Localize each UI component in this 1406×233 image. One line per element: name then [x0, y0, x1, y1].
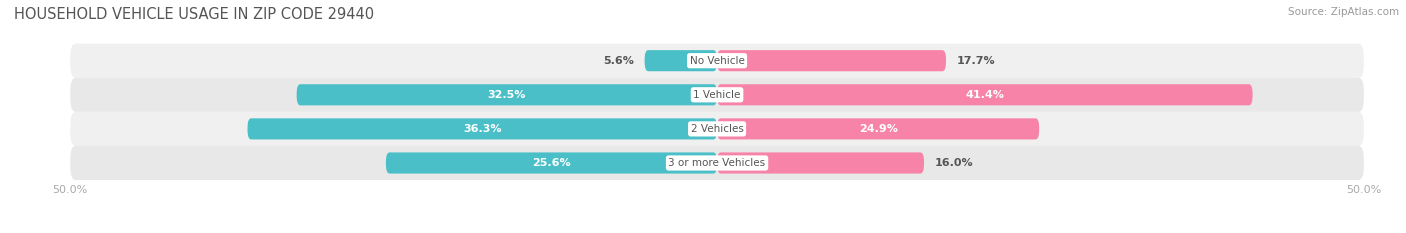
FancyBboxPatch shape	[644, 50, 717, 71]
FancyBboxPatch shape	[70, 44, 1364, 78]
FancyBboxPatch shape	[70, 78, 1364, 112]
Text: No Vehicle: No Vehicle	[689, 56, 745, 66]
FancyBboxPatch shape	[70, 146, 1364, 180]
Text: 17.7%: 17.7%	[956, 56, 995, 66]
FancyBboxPatch shape	[717, 50, 946, 71]
FancyBboxPatch shape	[247, 118, 717, 140]
Text: 5.6%: 5.6%	[603, 56, 634, 66]
Text: 16.0%: 16.0%	[935, 158, 973, 168]
FancyBboxPatch shape	[385, 152, 717, 174]
Text: 2 Vehicles: 2 Vehicles	[690, 124, 744, 134]
Text: 3 or more Vehicles: 3 or more Vehicles	[668, 158, 766, 168]
Text: 36.3%: 36.3%	[463, 124, 502, 134]
Text: 24.9%: 24.9%	[859, 124, 897, 134]
FancyBboxPatch shape	[717, 152, 924, 174]
FancyBboxPatch shape	[717, 118, 1039, 140]
Text: Source: ZipAtlas.com: Source: ZipAtlas.com	[1288, 7, 1399, 17]
Text: 25.6%: 25.6%	[533, 158, 571, 168]
FancyBboxPatch shape	[717, 84, 1253, 105]
Text: 1 Vehicle: 1 Vehicle	[693, 90, 741, 100]
FancyBboxPatch shape	[297, 84, 717, 105]
Text: HOUSEHOLD VEHICLE USAGE IN ZIP CODE 29440: HOUSEHOLD VEHICLE USAGE IN ZIP CODE 2944…	[14, 7, 374, 22]
Text: 32.5%: 32.5%	[488, 90, 526, 100]
FancyBboxPatch shape	[70, 112, 1364, 146]
Text: 41.4%: 41.4%	[966, 90, 1004, 100]
